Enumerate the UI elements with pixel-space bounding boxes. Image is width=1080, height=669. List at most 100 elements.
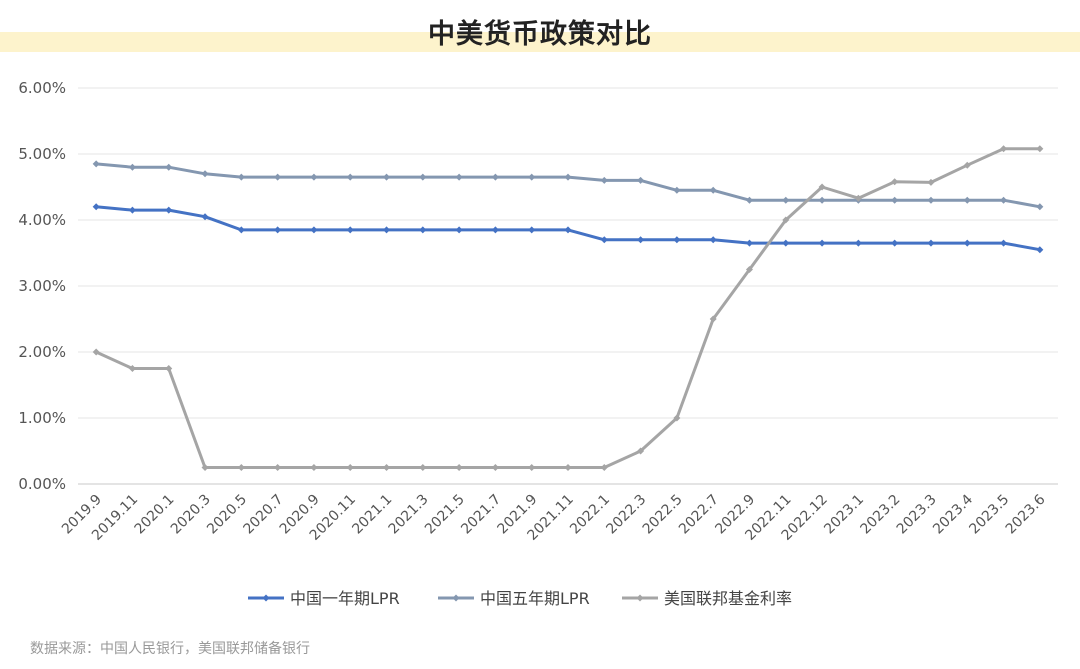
data-point [927,178,935,186]
legend-swatch-marker [262,594,270,602]
x-tick-label: 2020.7 [240,492,286,538]
data-point [201,213,209,221]
data-point [637,236,645,244]
y-tick-label: 1.00% [18,409,66,427]
data-point [237,226,245,234]
data-point [274,464,282,471]
data-point [927,196,935,204]
data-point [383,226,391,234]
x-tick-label: 2021.1 [349,492,395,538]
legend-swatch-marker [636,594,644,602]
data-point [455,226,463,234]
data-point [128,163,136,171]
data-point [1000,196,1008,204]
data-point [927,239,935,247]
legend-label: 美国联邦基金利率 [664,589,792,608]
data-point [455,173,463,181]
legend-label: 中国五年期LPR [480,589,590,608]
data-point [854,239,862,247]
data-point [1000,145,1008,153]
data-point [891,196,899,204]
x-tick-label: 2022.5 [640,492,686,538]
data-point [455,464,463,471]
data-point [346,173,354,181]
data-point [310,226,318,234]
data-point [745,239,753,247]
data-point [963,161,971,169]
data-point [237,173,245,181]
data-point [274,173,282,181]
data-point [237,464,245,471]
data-point [564,226,572,234]
x-tick-label: 2021.5 [422,492,468,538]
data-point [564,173,572,181]
data-point [673,414,681,422]
legend-swatch-marker [452,594,460,602]
x-tick-label: 2020.1 [132,492,178,538]
data-point [528,226,536,234]
data-point [782,239,790,247]
data-point [600,236,608,244]
data-point [963,196,971,204]
data-point [1000,239,1008,247]
data-point [891,178,899,186]
data-point [1036,145,1044,153]
data-point [1036,246,1044,254]
data-point [963,239,971,247]
series-line-3 [95,147,1040,469]
data-point [92,203,100,211]
data-point [673,186,681,194]
data-point [709,236,717,244]
y-tick-label: 0.00% [18,475,66,493]
data-point [310,173,318,181]
data-point [854,194,862,202]
data-point [637,447,645,455]
x-tick-label: 2022.3 [603,492,649,538]
data-point [128,365,136,372]
data-point [745,266,753,273]
data-point [419,226,427,234]
data-point [346,226,354,234]
x-tick-label: 2021.3 [386,492,432,538]
x-tick-label: 2020.3 [168,492,214,538]
data-source-note: 数据来源：中国人民银行，美国联邦储备银行 [30,641,310,657]
data-point [564,464,572,471]
data-point [92,348,100,356]
data-point [637,176,645,184]
data-point [1036,203,1044,211]
x-tick-label: 2023.2 [858,492,904,538]
data-point [165,163,173,171]
data-point [818,183,826,191]
series-line-2 [95,162,1041,209]
data-point [528,173,536,181]
data-point [419,173,427,181]
legend-label: 中国一年期LPR [290,589,400,608]
x-tick-label: 2023.3 [894,492,940,538]
data-point [491,464,499,471]
title-highlight-band [0,32,1080,52]
data-point [201,170,209,178]
data-point [782,216,790,224]
x-tick-label: 2021.7 [458,492,504,538]
x-tick-label: 2023.6 [1003,491,1049,537]
data-point [528,464,536,471]
data-point [600,176,608,184]
data-point [165,206,173,214]
data-point [673,236,681,244]
data-point [709,186,717,194]
data-point [201,464,209,471]
y-tick-label: 6.00% [18,79,66,97]
x-tick-label: 2022.1 [567,492,613,538]
data-point [891,239,899,247]
data-point [491,173,499,181]
data-point [128,206,136,214]
data-point [310,464,318,471]
data-point [346,464,354,471]
y-tick-label: 4.00% [18,211,66,229]
data-point [818,239,826,247]
y-tick-label: 3.00% [18,277,66,295]
x-tick-label: 2020.5 [204,492,250,538]
chart-title: 中美货币政策对比 [428,19,652,50]
data-point [491,226,499,234]
